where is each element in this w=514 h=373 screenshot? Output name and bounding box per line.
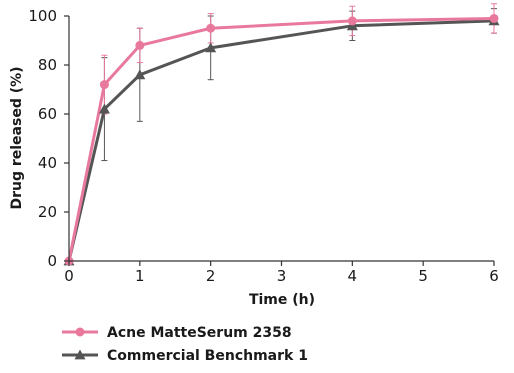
axes: 0 1 2 3 4 5 6 0 20 40 60 80 100 <box>28 7 498 285</box>
x-axis-title: Time (h) <box>249 292 315 308</box>
x-tick-label: 5 <box>418 267 428 285</box>
y-tick-label: 80 <box>38 56 57 74</box>
error-bars <box>101 3 497 162</box>
x-tick-label: 6 <box>489 267 499 285</box>
y-tick-label: 40 <box>38 154 57 172</box>
legend-benchmark-marker <box>74 349 86 360</box>
x-tick-label: 1 <box>135 267 145 285</box>
acne-matteserum-data-point <box>206 23 216 33</box>
acne-matteserum-series-line <box>67 16 495 262</box>
benchmark-data-point <box>134 69 146 80</box>
benchmark-series-line <box>67 19 495 262</box>
y-axis-title: Drug released (%) <box>9 66 25 209</box>
acne-matteserum-data-point <box>99 80 109 90</box>
acne-matteserum-data-point <box>489 13 499 23</box>
series-lines <box>67 16 495 262</box>
benchmark-data-point <box>98 103 110 114</box>
y-tick-label: 60 <box>38 105 57 123</box>
x-axis-ticks: 0 1 2 3 4 5 6 <box>64 261 499 285</box>
y-tick-label: 20 <box>38 203 57 221</box>
legend-acne-matteserum-label: Acne MatteSerum 2358 <box>107 325 292 341</box>
x-tick-label: 4 <box>348 267 358 285</box>
benchmark-data-point <box>205 42 217 53</box>
y-tick-label: 100 <box>28 7 57 25</box>
y-axis-ticks: 0 20 40 60 80 100 <box>28 7 69 270</box>
x-tick-label: 3 <box>277 267 287 285</box>
y-tick-label: 0 <box>47 252 57 270</box>
legend-benchmark-label: Commercial Benchmark 1 <box>107 348 308 364</box>
legend-acne-matteserum-marker <box>75 327 85 337</box>
x-tick-label: 2 <box>206 267 216 285</box>
series-markers <box>63 13 500 266</box>
acne-matteserum-data-point <box>135 40 145 50</box>
legend: Acne MatteSerum 2358 Commercial Benchmark… <box>62 325 308 364</box>
acne-matteserum-data-point <box>347 16 357 26</box>
x-tick-label: 0 <box>64 267 74 285</box>
